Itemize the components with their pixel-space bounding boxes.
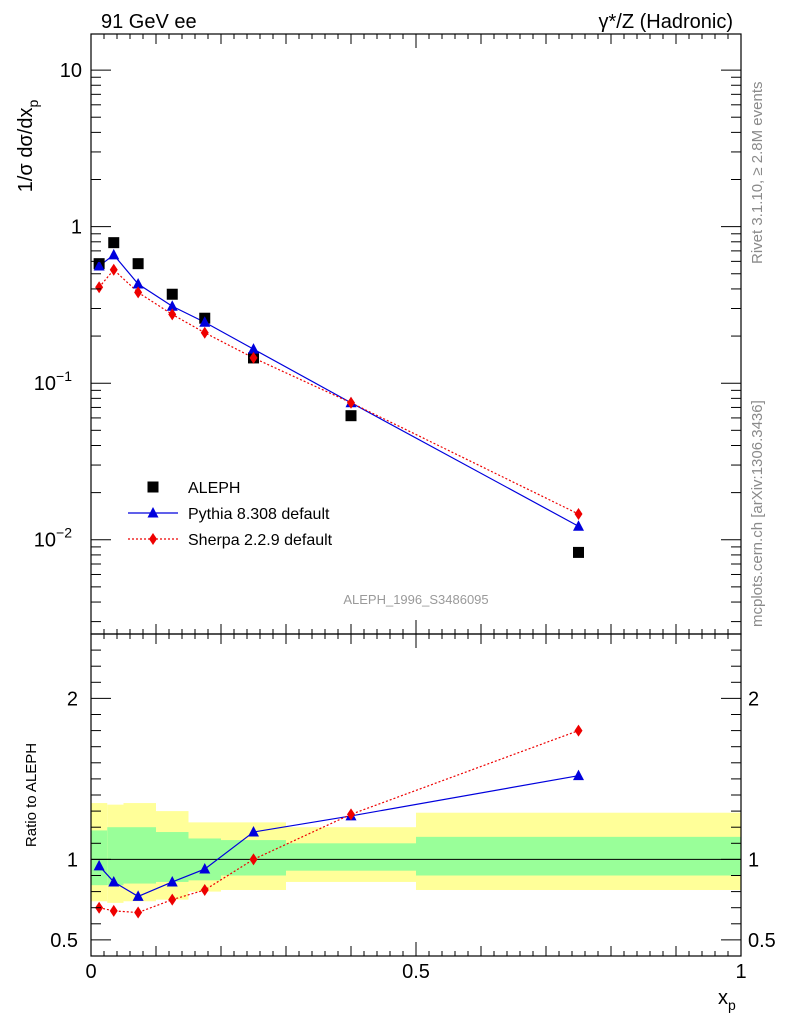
ratio-y-tick-label-right: 0.5	[748, 930, 776, 952]
main-point-s1-7	[573, 520, 584, 531]
series-markers	[93, 237, 584, 919]
main-point-s2-5	[249, 351, 258, 364]
ratio-point-s0-2	[132, 890, 144, 901]
ratio-band-inner-2	[123, 827, 156, 884]
main-point-s1-1	[108, 248, 120, 260]
main-point-s0-7	[573, 546, 584, 558]
ratio-point-s0-4	[199, 863, 211, 874]
ratio-point-s1-7	[574, 724, 583, 737]
main-y-tick-label: 10−2	[34, 525, 72, 552]
legend-marker-0	[147, 481, 159, 493]
main-point-s2-6	[347, 396, 355, 409]
legend-label-0: ALEPH	[188, 480, 240, 497]
main-point-s0-1	[108, 237, 120, 249]
main-point-s1-4	[199, 316, 211, 327]
header-right-label: γ*/Z (Hadronic)	[599, 11, 733, 33]
ratio-band-inner-3	[156, 832, 189, 882]
axis-ticks	[90, 34, 742, 957]
ratio-y-tick-label-right: 1	[748, 849, 759, 871]
main-y-tick-label: 10	[60, 60, 82, 82]
main-point-s1-5	[248, 343, 259, 354]
x-tick-label: 0	[85, 961, 96, 983]
main-point-s0-6	[345, 410, 357, 422]
legend-marker-1	[147, 507, 159, 518]
x-tick-label: 1	[735, 961, 746, 983]
main-point-s1-3	[166, 300, 178, 311]
x-axis-label: xp	[718, 987, 736, 1013]
ratio-point-s0-0	[93, 859, 105, 871]
ratio-point-s1-6	[347, 808, 355, 821]
ratio-point-s1-2	[134, 906, 143, 919]
legend-marker-2	[149, 533, 157, 545]
main-line-2	[98, 268, 579, 515]
ratio-point-s1-1	[109, 904, 118, 917]
ratio-point-s0-7	[573, 769, 584, 781]
main-y-tick-label: 10−1	[34, 368, 72, 395]
ratio-band-inner-7	[416, 836, 741, 876]
ratio-point-s1-3	[168, 893, 177, 906]
main-point-s2-7	[574, 508, 583, 521]
ratio-band-inner-6	[286, 843, 416, 871]
header-left-label: 91 GeV ee	[101, 11, 197, 33]
ratio-y-axis-label: Ratio to ALEPH	[23, 743, 40, 847]
ratio-point-s0-3	[166, 875, 178, 887]
ratio-plot-frame	[90, 633, 742, 957]
ratio-y-tick-label-left: 1	[67, 849, 78, 871]
main-point-s0-2	[132, 258, 144, 270]
ratio-band-inner-1	[107, 827, 124, 886]
main-point-s2-4	[200, 326, 209, 339]
main-y-axis-label: 1/σ dσ/dxp	[15, 100, 41, 193]
analysis-label: ALEPH_1996_S3486095	[343, 592, 488, 607]
legend-label-1: Pythia 8.308 default	[188, 506, 330, 523]
ratio-y-tick-label-left: 2	[67, 688, 78, 710]
ratio-line-1	[98, 730, 579, 914]
ratio-point-s0-5	[248, 826, 259, 837]
ratio-point-s1-5	[249, 853, 258, 866]
ratio-point-s1-4	[200, 883, 209, 896]
ratio-uncertainty-bands	[91, 803, 741, 903]
legend-label-2: Sherpa 2.2.9 default	[188, 532, 333, 549]
ratio-band-inner-0	[91, 830, 108, 886]
ratio-y-tick-label-left: 0.5	[50, 930, 78, 952]
ratio-point-s0-1	[108, 875, 120, 887]
legend: ALEPH Pythia 8.308 default Sherpa 2.2.9 de…	[128, 480, 333, 549]
main-point-s0-3	[166, 288, 178, 300]
main-point-s2-1	[109, 263, 118, 276]
source-label: mcplots.cern.ch [arXiv:1306.3436]	[749, 400, 766, 627]
main-y-tick-label: 1	[71, 217, 82, 239]
main-point-s2-3	[168, 308, 177, 321]
main-point-s1-2	[132, 278, 144, 289]
main-point-s2-0	[95, 281, 104, 294]
x-tick-label: 0.5	[402, 961, 430, 983]
main-line-1	[98, 254, 579, 527]
main-point-s1-0	[93, 260, 105, 271]
ratio-y-tick-label-right: 2	[748, 688, 759, 710]
main-point-s2-2	[134, 286, 143, 299]
rivet-version-label: Rivet 3.1.10, ≥ 2.8M events	[749, 82, 766, 265]
